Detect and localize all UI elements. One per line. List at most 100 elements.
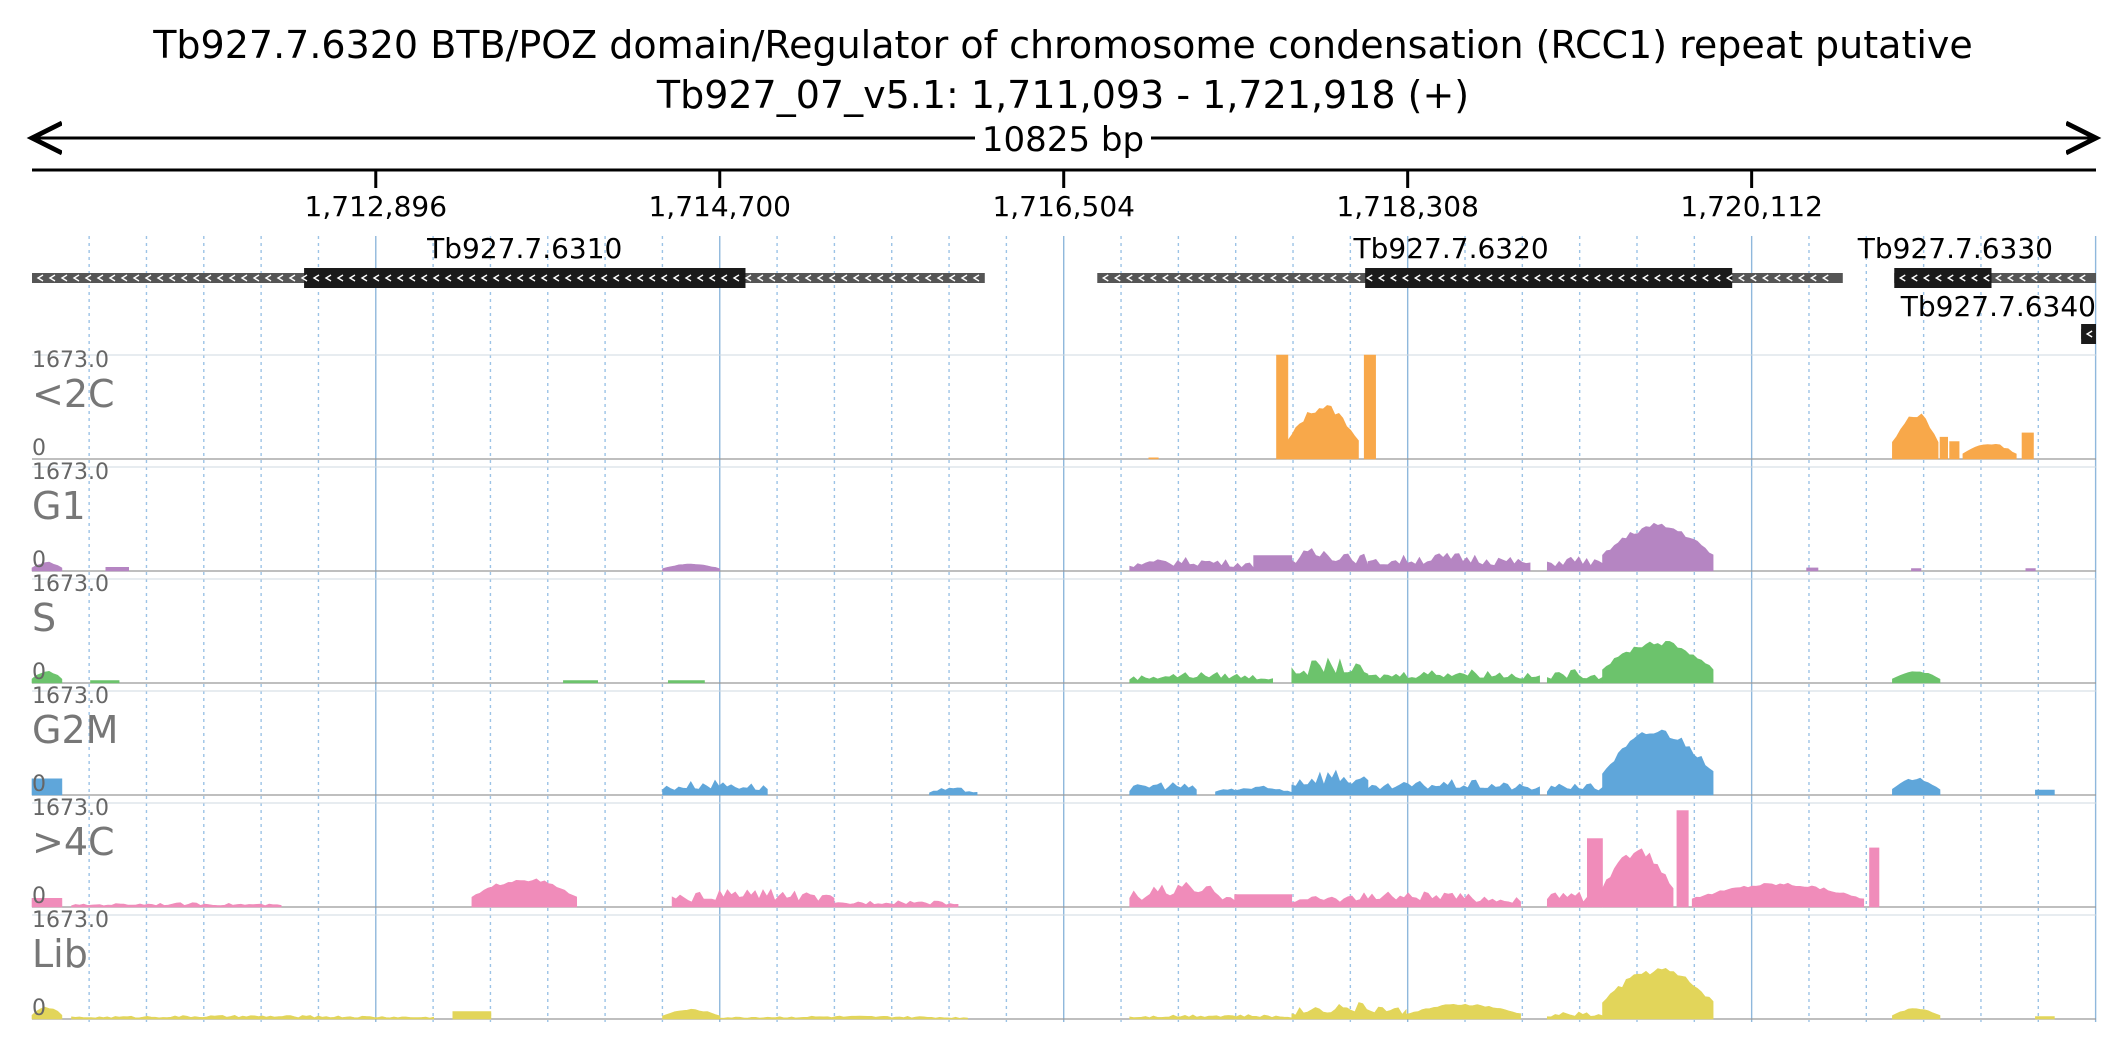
strand-chevron xyxy=(1653,274,1661,282)
strand-chevron xyxy=(1797,274,1805,282)
coverage-area xyxy=(1586,838,1603,908)
ruler-tick-label: 1,716,504 xyxy=(992,190,1135,223)
strand-chevron xyxy=(96,274,104,282)
strand-chevron xyxy=(2030,274,2038,282)
strand-chevron xyxy=(1629,274,1637,282)
strand-chevron xyxy=(384,274,392,282)
strand-chevron xyxy=(2018,274,2026,282)
strand-chevron xyxy=(468,274,476,282)
coverage-area xyxy=(1546,669,1603,684)
strand-chevron xyxy=(1449,274,1457,282)
coverage-area xyxy=(1129,881,1235,908)
strand-chevron xyxy=(1233,274,1241,282)
strand-chevron xyxy=(1910,274,1918,282)
strand-chevron xyxy=(612,274,620,282)
coverage-area xyxy=(1291,1002,1407,1020)
coverage-area xyxy=(2035,789,2055,796)
gene-label: Tb927.7.6310 xyxy=(426,232,622,265)
strand-chevron xyxy=(1269,274,1277,282)
strand-chevron xyxy=(1689,274,1697,282)
strand-chevron xyxy=(1773,274,1781,282)
strand-chevron xyxy=(600,274,608,282)
strand-chevron xyxy=(1569,274,1577,282)
coverage-area xyxy=(1962,443,2017,460)
strand-chevron xyxy=(1305,274,1313,282)
coverage-area xyxy=(671,888,835,908)
track-1: 1673.0<2C 0 xyxy=(32,348,2096,461)
coverage-area xyxy=(1546,891,1588,908)
coverage-area xyxy=(1949,441,1960,460)
strand-chevron xyxy=(972,274,980,282)
coverage-area xyxy=(1676,810,1689,908)
ruler-tick-label: 1,720,112 xyxy=(1680,190,1823,223)
coverage-area xyxy=(31,1006,63,1020)
strand-chevron xyxy=(1557,274,1565,282)
strand-chevron xyxy=(1401,274,1409,282)
strand-chevron xyxy=(660,274,668,282)
strand-chevron xyxy=(1737,274,1745,282)
coverage-area xyxy=(1602,967,1714,1020)
track-name: G2M xyxy=(32,708,118,752)
coverage-area xyxy=(71,902,282,908)
coverage-area xyxy=(1939,436,1949,460)
strand-chevron xyxy=(1377,274,1385,282)
coverage-area xyxy=(452,1011,492,1020)
strand-chevron xyxy=(720,274,728,282)
strand-chevron xyxy=(516,274,524,282)
coverage-area xyxy=(1234,894,1293,908)
coverage-area xyxy=(1546,1011,1603,1020)
strand-chevron xyxy=(552,274,560,282)
coverage-area xyxy=(563,680,599,684)
strand-chevron xyxy=(348,274,356,282)
strand-chevron xyxy=(72,274,80,282)
strand-chevron xyxy=(780,274,788,282)
strand-chevron xyxy=(1970,274,1978,282)
coverage-area xyxy=(1276,354,1289,460)
strand-chevron xyxy=(60,274,68,282)
coverage-area xyxy=(1129,782,1197,796)
gene-cds xyxy=(1365,268,1733,288)
strand-chevron xyxy=(36,274,44,282)
track-max-label: 1673.0 xyxy=(32,908,109,933)
coverage-area xyxy=(719,1015,968,1020)
strand-chevron xyxy=(1809,274,1817,282)
strand-chevron xyxy=(1341,274,1349,282)
strand-chevron xyxy=(936,274,944,282)
strand-chevron xyxy=(768,274,776,282)
track-max-label: 1673.0 xyxy=(32,460,109,485)
strand-chevron xyxy=(912,274,920,282)
strand-chevron xyxy=(624,274,632,282)
track-max-label: 1673.0 xyxy=(32,684,109,709)
strand-chevron xyxy=(1281,274,1289,282)
ruler-tick-label: 1,718,308 xyxy=(1336,190,1479,223)
strand-chevron xyxy=(336,274,344,282)
strand-chevron xyxy=(1958,274,1966,282)
coverage-area xyxy=(1367,552,1531,572)
strand-chevron xyxy=(180,274,188,282)
strand-chevron xyxy=(492,274,500,282)
strand-chevron xyxy=(1149,274,1157,282)
strand-chevron xyxy=(960,274,968,282)
strand-chevron xyxy=(456,274,464,282)
strand-chevron xyxy=(144,274,152,282)
track-3: 1673.0S 0 xyxy=(31,572,2096,685)
coverage-area xyxy=(1602,522,1714,572)
coverage-area xyxy=(1602,848,1674,908)
strand-chevron xyxy=(1581,274,1589,282)
strand-chevron xyxy=(444,274,452,282)
strand-chevron xyxy=(1389,274,1397,282)
strand-chevron xyxy=(1545,274,1553,282)
strand-chevron xyxy=(1497,274,1505,282)
coverage-area xyxy=(929,787,978,796)
coverage-area xyxy=(1892,413,1939,460)
track-max-label: 1673.0 xyxy=(32,348,109,373)
coverage-area xyxy=(31,778,63,796)
coverage-area xyxy=(105,567,130,572)
span-label-bg xyxy=(975,118,1151,158)
coverage-area xyxy=(1892,671,1941,684)
strand-chevron xyxy=(1749,274,1757,282)
strand-chevron xyxy=(432,274,440,282)
coverage-area xyxy=(1129,1014,1293,1020)
strand-chevron xyxy=(804,274,812,282)
